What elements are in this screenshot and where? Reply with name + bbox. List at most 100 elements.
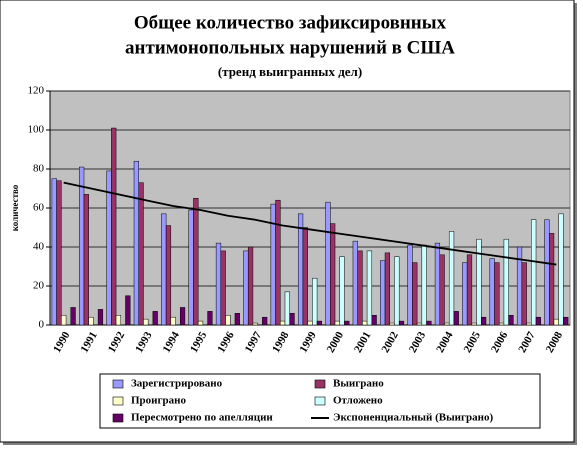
legend-label: Зарегистрировано	[131, 378, 223, 390]
bar	[152, 311, 158, 326]
bar	[412, 262, 418, 326]
chart-title: Общее количество зафиксировнных	[134, 12, 447, 33]
bar	[549, 233, 555, 326]
bar	[334, 320, 340, 326]
chart-subtitle: (тренд выигранных дел)	[218, 64, 362, 79]
bar	[371, 315, 377, 326]
bar	[481, 316, 487, 326]
bar	[56, 180, 62, 326]
bar	[270, 203, 276, 326]
bar	[563, 316, 569, 326]
bar	[325, 201, 331, 326]
bar	[215, 242, 222, 326]
legend-swatch	[112, 413, 124, 423]
bar	[70, 307, 76, 326]
bar	[243, 250, 249, 326]
bar	[448, 231, 455, 326]
bar	[220, 250, 226, 326]
bar	[207, 311, 213, 326]
chart-title: антимонопольных нарушений в США	[125, 37, 455, 58]
bar	[262, 316, 268, 326]
legend-swatch	[314, 379, 326, 389]
bar	[234, 313, 240, 326]
bar	[284, 291, 290, 326]
y-tick-label: 80	[33, 163, 45, 175]
bar	[357, 250, 363, 326]
bar	[106, 170, 112, 326]
y-tick-label: 60	[33, 202, 45, 214]
bar	[280, 320, 286, 326]
bar	[197, 320, 204, 326]
bar	[439, 254, 445, 326]
bar	[247, 246, 254, 326]
bar	[115, 315, 122, 326]
bar	[453, 311, 459, 326]
bar	[275, 199, 281, 326]
bar	[416, 322, 423, 326]
bar	[125, 295, 131, 326]
bar	[526, 322, 532, 326]
bar	[88, 316, 94, 326]
y-tick-label: 40	[33, 241, 45, 253]
bar	[380, 260, 386, 326]
bar	[179, 307, 186, 326]
bar	[138, 182, 144, 326]
bar	[143, 318, 149, 326]
bar	[366, 250, 373, 326]
bar	[289, 313, 295, 326]
legend-label: Экспоненциальный (Выиграно)	[333, 412, 493, 424]
bar	[489, 258, 495, 326]
y-tick-label: 100	[28, 124, 45, 136]
bar	[252, 322, 258, 326]
y-tick-label: 0	[39, 319, 45, 331]
bar	[444, 322, 450, 326]
bar	[339, 256, 345, 326]
bar	[503, 238, 509, 326]
bar	[421, 244, 427, 326]
bar	[521, 262, 527, 326]
bar	[553, 318, 559, 326]
bar	[316, 320, 323, 326]
bar	[225, 315, 231, 326]
bar	[434, 242, 441, 326]
bar	[79, 166, 85, 326]
legend-swatch	[112, 379, 124, 389]
bar	[61, 315, 67, 326]
y-tick-label: 20	[33, 280, 45, 292]
bar	[312, 277, 318, 326]
bar	[389, 322, 395, 326]
bar	[531, 219, 537, 326]
bar	[471, 322, 477, 326]
bar	[307, 320, 313, 326]
legend-label: Отложено	[333, 395, 383, 407]
bar	[544, 219, 550, 326]
bar	[466, 254, 473, 326]
bar	[476, 238, 482, 326]
bar	[426, 320, 432, 326]
bar	[330, 223, 336, 326]
legend-swatch	[112, 396, 124, 406]
bar	[51, 178, 57, 326]
bar	[494, 262, 500, 326]
bar	[133, 160, 139, 326]
bar	[362, 320, 368, 326]
bar	[407, 244, 413, 326]
bar	[161, 213, 167, 326]
bar	[188, 209, 194, 326]
bar	[535, 316, 541, 326]
bar	[97, 309, 104, 326]
bar	[165, 225, 172, 326]
legend-swatch	[314, 396, 326, 406]
bar	[558, 213, 564, 326]
y-tick-label: 120	[28, 85, 45, 97]
bar	[302, 227, 308, 326]
trend-line	[63, 181, 557, 266]
bar	[398, 320, 405, 326]
bar	[462, 262, 468, 326]
bar	[193, 198, 199, 326]
bar	[344, 320, 350, 326]
bar	[352, 240, 358, 326]
bar	[384, 252, 391, 326]
y-axis-label: количество	[10, 184, 20, 231]
